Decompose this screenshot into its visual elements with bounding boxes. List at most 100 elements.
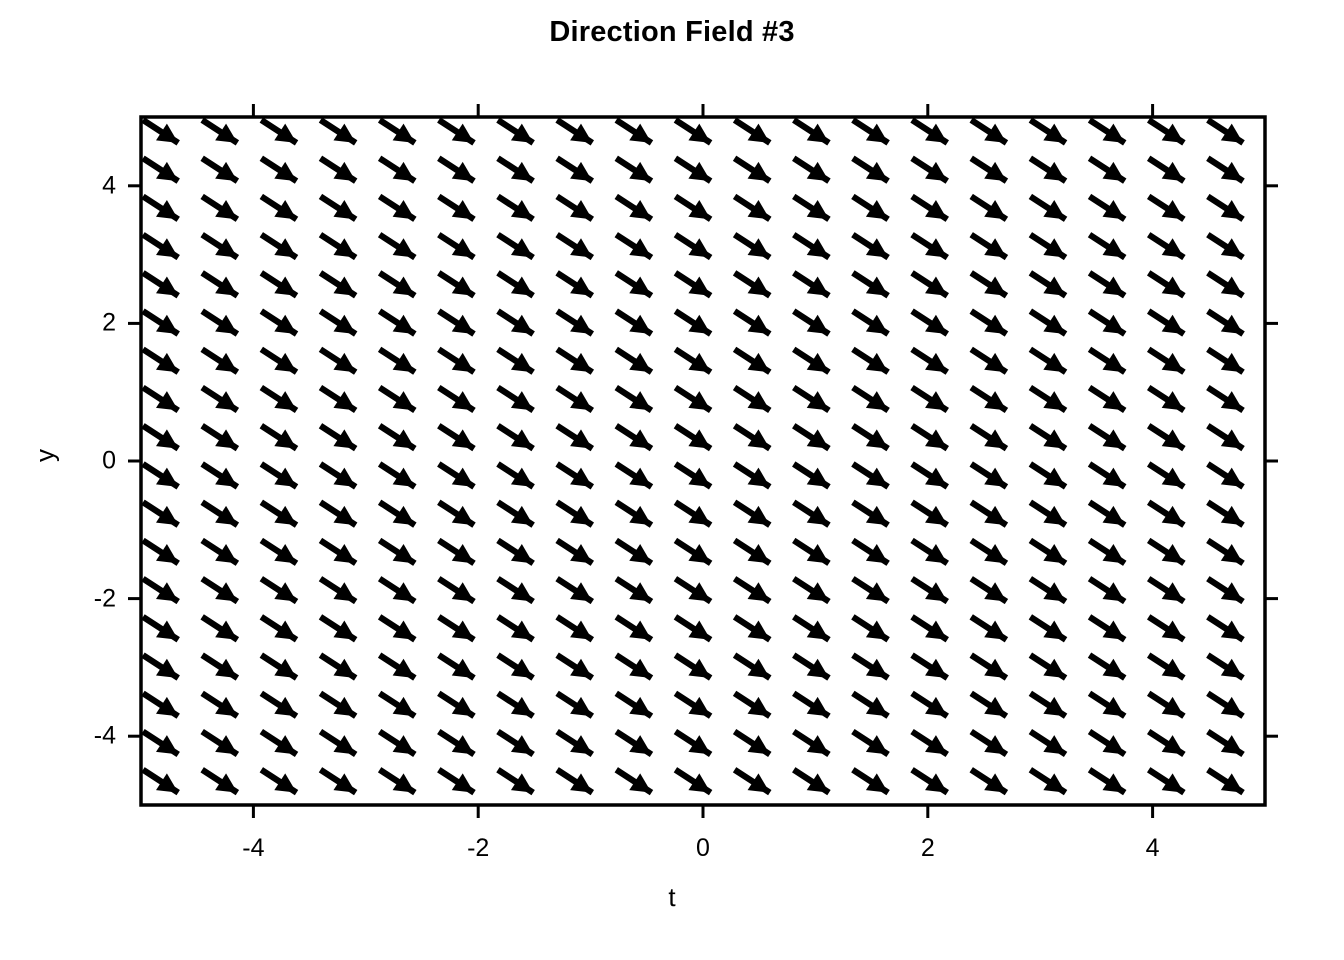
arrow-head	[451, 696, 475, 717]
arrow-head	[215, 161, 238, 182]
arrow-head	[806, 276, 829, 296]
arrow-head	[451, 467, 475, 487]
arrow-head	[747, 391, 770, 411]
field-arrow	[1206, 346, 1245, 375]
field-arrow	[673, 614, 713, 643]
arrow-head	[747, 620, 770, 640]
arrow-head	[865, 544, 889, 564]
field-arrow	[1087, 308, 1127, 337]
arrow-head	[747, 352, 770, 373]
field-arrow	[200, 117, 240, 146]
arrow-head	[274, 735, 297, 755]
arrow-head	[274, 200, 297, 220]
arrow-head	[1220, 696, 1244, 717]
arrow-head	[215, 352, 238, 373]
x-tick-label: 2	[920, 834, 935, 862]
field-arrow	[1028, 728, 1068, 758]
arrow-head	[984, 123, 1007, 143]
arrow-head	[1161, 696, 1184, 717]
arrow-head	[629, 620, 652, 640]
arrow-head	[156, 123, 179, 143]
field-arrow	[614, 537, 654, 566]
arrow-head	[274, 391, 297, 411]
arrow-head	[156, 696, 179, 717]
arrow-head	[865, 429, 889, 449]
field-arrow	[377, 232, 417, 261]
arrow-head	[1220, 658, 1244, 678]
field-arrow	[792, 232, 831, 261]
arrow-head	[1043, 505, 1066, 526]
field-arrow	[141, 308, 180, 337]
arrow-head	[1102, 773, 1125, 793]
arrow-head	[806, 620, 829, 640]
arrow-head	[510, 352, 534, 373]
arrow-head	[806, 238, 829, 258]
field-arrow	[1028, 270, 1068, 299]
arrow-head	[925, 200, 948, 220]
arrow-head	[747, 773, 770, 793]
field-arrow	[496, 155, 535, 184]
field-arrow	[673, 232, 713, 261]
arrow-head	[392, 123, 415, 143]
field-arrow	[437, 270, 476, 299]
field-arrow	[1146, 384, 1186, 414]
arrow-head	[570, 238, 593, 258]
arrow-head	[156, 735, 179, 755]
y-tick-label: -4	[93, 721, 116, 750]
field-arrow	[732, 193, 772, 222]
field-arrow	[792, 461, 831, 490]
field-arrow	[259, 384, 299, 414]
arrow-head	[925, 238, 948, 258]
arrow-head	[1220, 429, 1244, 449]
arrow-head	[925, 544, 948, 564]
field-arrow	[437, 423, 476, 452]
arrow-head	[333, 391, 356, 411]
field-arrow	[1206, 728, 1245, 758]
field-arrow	[1087, 690, 1127, 719]
field-arrow	[969, 423, 1009, 452]
arrow-head	[806, 467, 829, 487]
arrow-head	[392, 161, 415, 182]
arrow-head	[1220, 505, 1244, 526]
field-arrow	[614, 461, 654, 490]
arrow-head	[688, 352, 711, 373]
arrow-head	[865, 238, 889, 258]
field-arrow	[1146, 117, 1186, 146]
field-arrow	[318, 728, 358, 758]
field-arrow	[437, 499, 476, 528]
field-arrow	[1206, 155, 1245, 184]
arrow-head	[1220, 276, 1244, 296]
field-arrow	[910, 155, 949, 184]
arrow-head	[1220, 391, 1244, 411]
field-arrow	[673, 346, 713, 375]
arrow-head	[510, 391, 534, 411]
arrow-head	[392, 314, 415, 334]
field-arrow	[851, 652, 890, 681]
field-arrow	[437, 155, 476, 184]
arrow-head	[1102, 735, 1125, 755]
field-arrow	[437, 346, 476, 375]
arrow-head	[984, 161, 1007, 182]
field-arrow	[1087, 423, 1127, 452]
arrow-field	[141, 117, 1245, 796]
field-arrow	[910, 767, 949, 796]
field-arrow	[318, 346, 358, 375]
arrow-head	[629, 314, 652, 334]
field-arrow	[851, 270, 890, 299]
field-arrow	[437, 728, 476, 758]
arrow-head	[156, 658, 179, 678]
arrow-head	[215, 773, 238, 793]
field-arrow	[141, 576, 180, 605]
field-arrow	[496, 270, 535, 299]
arrow-head	[570, 314, 593, 334]
arrow-head	[570, 161, 593, 182]
field-arrow	[377, 346, 417, 375]
field-arrow	[910, 270, 949, 299]
field-arrow	[851, 346, 890, 375]
arrow-head	[392, 735, 415, 755]
arrow-head	[984, 429, 1007, 449]
arrow-head	[570, 505, 593, 526]
arrow-head	[925, 391, 948, 411]
arrow-head	[156, 352, 179, 373]
arrow-head	[865, 391, 889, 411]
